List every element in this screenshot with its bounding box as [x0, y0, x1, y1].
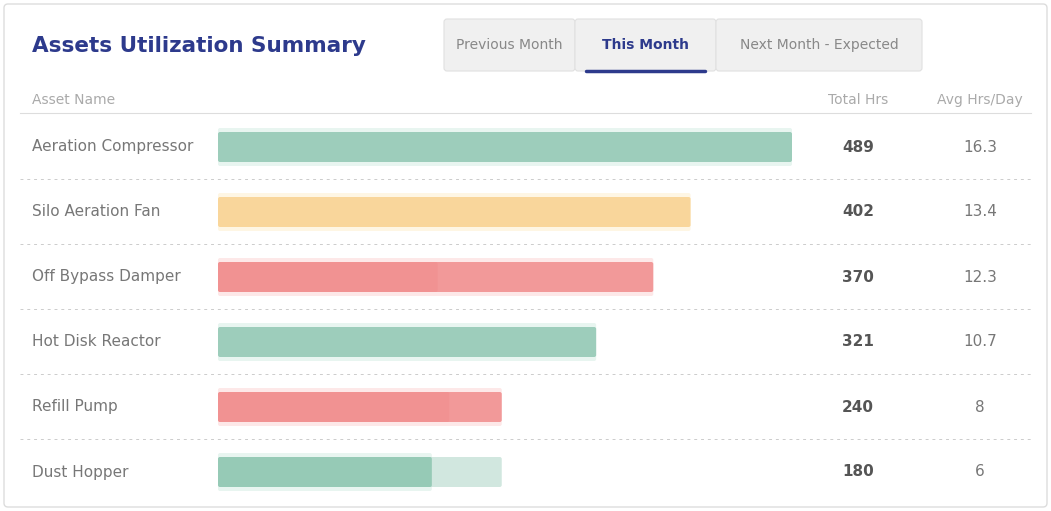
Text: 240: 240: [842, 400, 874, 414]
Text: Asset Name: Asset Name: [32, 93, 116, 107]
Text: Refill Pump: Refill Pump: [32, 400, 118, 414]
Text: Aeration Compressor: Aeration Compressor: [32, 140, 193, 154]
Text: 489: 489: [842, 140, 874, 154]
Text: This Month: This Month: [602, 38, 689, 52]
Text: Previous Month: Previous Month: [456, 38, 562, 52]
FancyBboxPatch shape: [218, 453, 432, 491]
FancyBboxPatch shape: [218, 258, 654, 296]
Text: 12.3: 12.3: [963, 269, 997, 285]
FancyBboxPatch shape: [218, 128, 792, 166]
FancyBboxPatch shape: [218, 457, 501, 487]
Text: 16.3: 16.3: [963, 140, 997, 154]
Text: Total Hrs: Total Hrs: [828, 93, 888, 107]
FancyBboxPatch shape: [218, 327, 596, 357]
FancyBboxPatch shape: [218, 323, 596, 361]
Text: Avg Hrs/Day: Avg Hrs/Day: [937, 93, 1023, 107]
Text: Assets Utilization Summary: Assets Utilization Summary: [32, 36, 366, 56]
Text: Dust Hopper: Dust Hopper: [32, 464, 128, 479]
Text: 13.4: 13.4: [963, 204, 997, 220]
Text: Silo Aeration Fan: Silo Aeration Fan: [32, 204, 161, 220]
FancyBboxPatch shape: [444, 19, 575, 71]
Text: Off Bypass Damper: Off Bypass Damper: [32, 269, 181, 285]
Text: 8: 8: [975, 400, 985, 414]
FancyBboxPatch shape: [218, 262, 654, 292]
Text: 6: 6: [975, 464, 985, 479]
FancyBboxPatch shape: [218, 197, 691, 227]
FancyBboxPatch shape: [218, 193, 691, 231]
Text: 402: 402: [842, 204, 874, 220]
FancyBboxPatch shape: [218, 132, 792, 162]
FancyBboxPatch shape: [575, 19, 716, 71]
Text: Next Month - Expected: Next Month - Expected: [740, 38, 899, 52]
FancyBboxPatch shape: [218, 457, 432, 487]
Text: 10.7: 10.7: [963, 335, 997, 350]
FancyBboxPatch shape: [716, 19, 922, 71]
FancyBboxPatch shape: [218, 392, 501, 422]
FancyBboxPatch shape: [4, 4, 1047, 507]
Text: 180: 180: [842, 464, 873, 479]
FancyBboxPatch shape: [218, 262, 437, 292]
Text: 321: 321: [842, 335, 874, 350]
Text: Hot Disk Reactor: Hot Disk Reactor: [32, 335, 161, 350]
FancyBboxPatch shape: [218, 392, 449, 422]
FancyBboxPatch shape: [218, 388, 501, 426]
Text: 370: 370: [842, 269, 874, 285]
